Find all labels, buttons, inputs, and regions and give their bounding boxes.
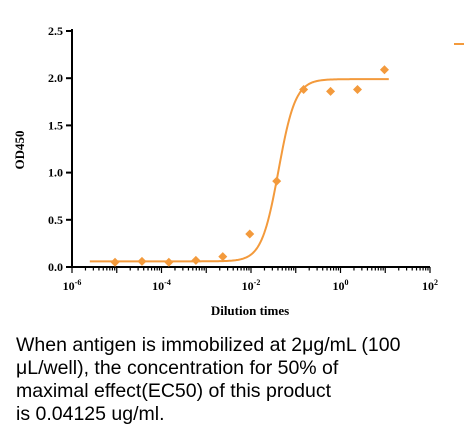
fit-curve [89,78,389,263]
data-point [353,85,363,95]
y-tick-label: 0.5 [48,213,63,227]
x-tick-label: 10-2 [242,278,261,293]
y-tick-label: 0.0 [48,260,63,274]
data-points [110,65,389,267]
x-tick-label: 102 [422,278,438,293]
caption-text: When antigen is immobilized at 2μg/mL (1… [16,334,401,425]
data-point [299,85,309,95]
axes: 0.0 0.5 1.0 1.5 2.0 2.5 10-6 10-4 10-2 100 102 [48,24,438,293]
x-tick-label: 100 [333,278,349,293]
data-point [218,252,228,262]
x-tick-label: 10-4 [152,278,171,293]
x-axis-label: Dilution times [211,303,289,318]
y-tick-label: 2.5 [48,24,63,38]
data-point [326,86,336,96]
y-tick-label: 1.0 [48,166,63,180]
data-point [137,256,147,266]
data-point [164,257,174,267]
x-tick-label: 10-6 [63,278,82,293]
data-point [379,65,389,75]
y-axis-label: OD450 [12,131,27,170]
data-point [245,229,255,239]
data-point [272,176,282,186]
y-tick-label: 1.5 [48,118,63,132]
data-point [191,255,201,265]
fit-curve-layer [89,78,389,263]
data-point [110,257,120,267]
y-tick-label: 2.0 [48,71,63,85]
chart: 0.0 0.5 1.0 1.5 2.0 2.5 10-6 10-4 10-2 100 102 OD4… [12,24,464,318]
